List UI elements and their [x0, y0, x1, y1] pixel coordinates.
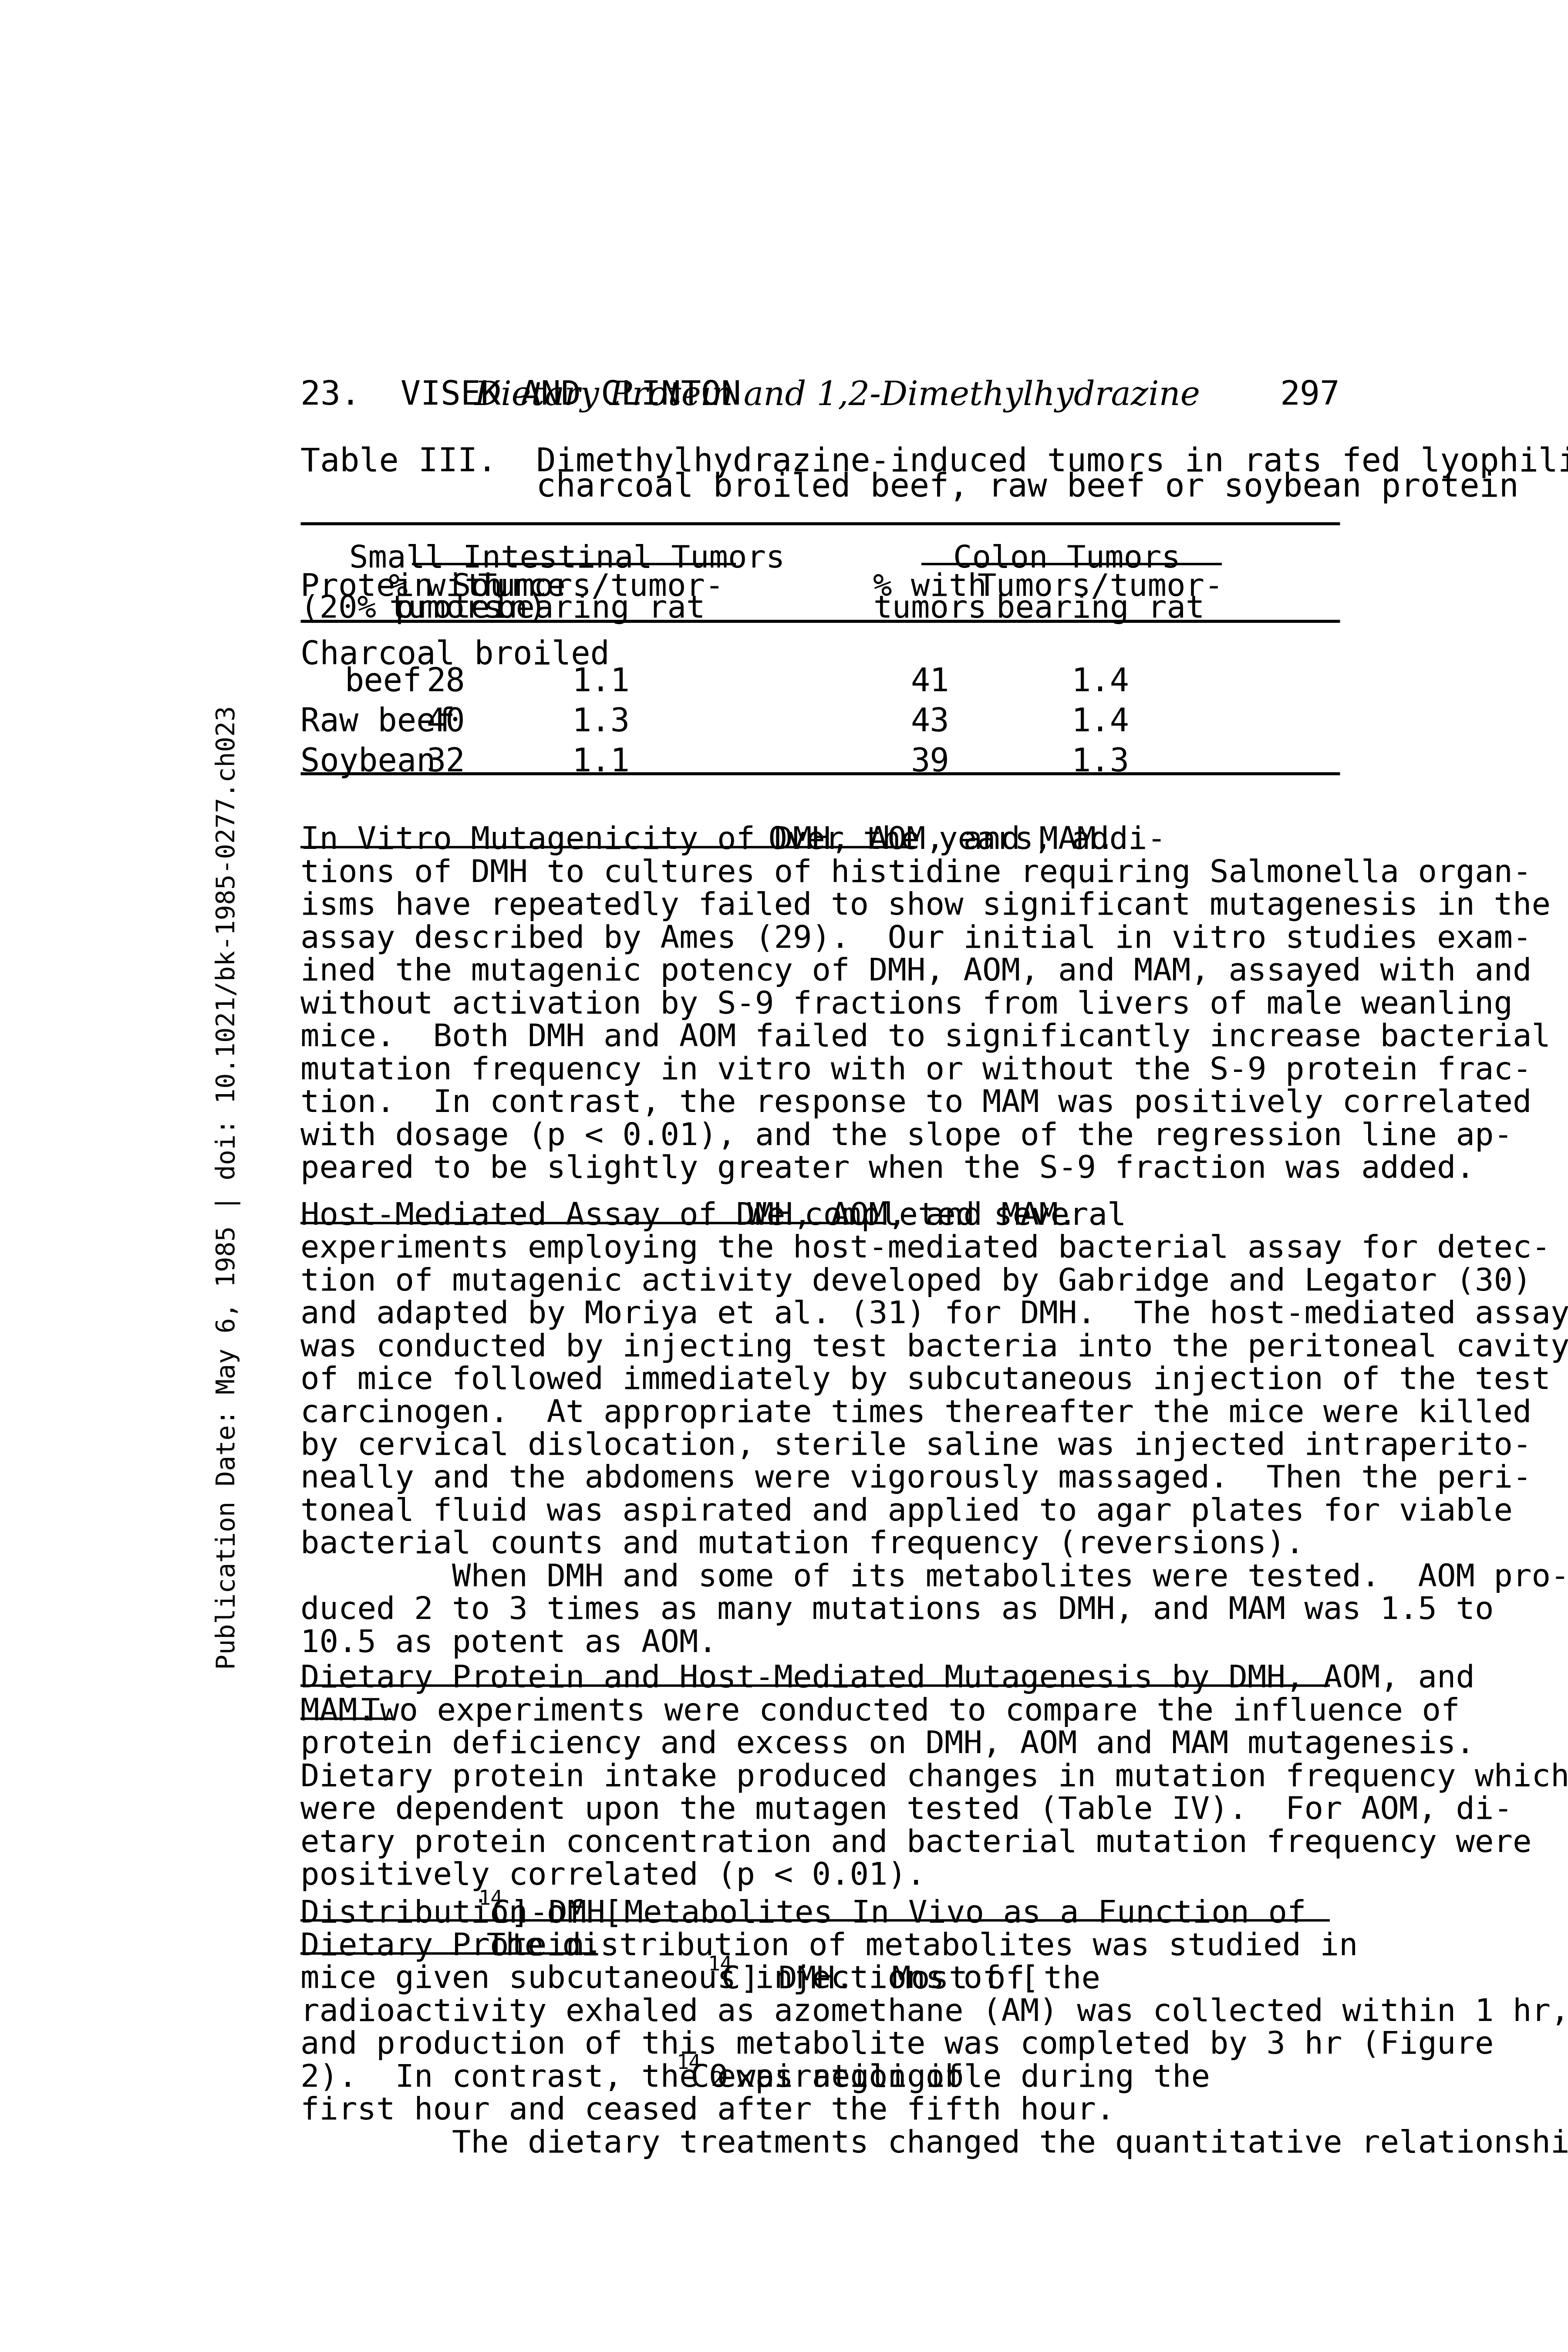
- Text: bearing rat: bearing rat: [497, 595, 706, 623]
- Text: Charcoal broiled: Charcoal broiled: [301, 640, 610, 670]
- Text: bacterial counts and mutation frequency (reversions).: bacterial counts and mutation frequency …: [301, 1529, 1305, 1559]
- Text: Host-Mediated Assay of DMH, AOM, and MAM.: Host-Mediated Assay of DMH, AOM, and MAM…: [301, 1202, 1077, 1230]
- Text: without activation by S-9 fractions from livers of male weanling: without activation by S-9 fractions from…: [301, 990, 1513, 1021]
- Text: tion.  In contrast, the response to MAM was positively correlated: tion. In contrast, the response to MAM w…: [301, 1089, 1532, 1120]
- Text: carcinogen.  At appropriate times thereafter the mice were killed: carcinogen. At appropriate times thereaf…: [301, 1399, 1532, 1428]
- Text: 1.3: 1.3: [1071, 746, 1129, 779]
- Text: 2).  In contrast, the expiration of: 2). In contrast, the expiration of: [301, 2063, 983, 2093]
- Text: 297: 297: [1279, 379, 1341, 412]
- Text: Small Intestinal Tumors: Small Intestinal Tumors: [350, 543, 786, 574]
- Text: etary protein concentration and bacterial mutation frequency were: etary protein concentration and bacteria…: [301, 1828, 1532, 1858]
- Text: tions of DMH to cultures of histidine requiring Salmonella organ-: tions of DMH to cultures of histidine re…: [301, 858, 1532, 889]
- Text: 41: 41: [911, 666, 949, 699]
- Text: Dietary Protein.: Dietary Protein.: [301, 1931, 604, 1962]
- Text: 23.  VISEK AND CLINTON: 23. VISEK AND CLINTON: [301, 379, 742, 412]
- Text: 39: 39: [911, 746, 949, 779]
- Text: of mice followed immediately by subcutaneous injection of the test: of mice followed immediately by subcutan…: [301, 1367, 1551, 1395]
- Text: radioactivity exhaled as azomethane (AM) was collected within 1 hr,: radioactivity exhaled as azomethane (AM)…: [301, 1997, 1568, 2027]
- Text: and production of this metabolite was completed by 3 hr (Figure: and production of this metabolite was co…: [301, 2030, 1494, 2060]
- Text: 14: 14: [676, 2053, 701, 2074]
- Text: toneal fluid was aspirated and applied to agar plates for viable: toneal fluid was aspirated and applied t…: [301, 1496, 1513, 1526]
- Text: 14: 14: [478, 1889, 503, 1910]
- Text: The dietary treatments changed the quantitative relationships: The dietary treatments changed the quant…: [301, 2129, 1568, 2159]
- Text: The distribution of metabolites was studied in: The distribution of metabolites was stud…: [467, 1931, 1358, 1962]
- Text: 32: 32: [426, 746, 466, 779]
- Text: Tumors/tumor-: Tumors/tumor-: [977, 572, 1223, 602]
- Text: tumors: tumors: [873, 595, 986, 623]
- Text: was negligible during the: was negligible during the: [718, 2063, 1210, 2093]
- Text: CO: CO: [690, 2063, 728, 2093]
- Text: neally and the abdomens were vigorously massaged.  Then the peri-: neally and the abdomens were vigorously …: [301, 1463, 1532, 1494]
- Text: positively correlated (p < 0.01).: positively correlated (p < 0.01).: [301, 1860, 925, 1891]
- Text: isms have repeatedly failed to show significant mutagenesis in the: isms have repeatedly failed to show sign…: [301, 891, 1551, 922]
- Text: Dietary Protein and 1,2-Dimethylhydrazine: Dietary Protein and 1,2-Dimethylhydrazin…: [474, 379, 1200, 412]
- Text: C] DMH.  Most of the: C] DMH. Most of the: [721, 1964, 1101, 1994]
- Text: assay described by Ames (29).  Our initial in vitro studies exam-: assay described by Ames (29). Our initia…: [301, 924, 1532, 955]
- Text: 14: 14: [707, 1955, 732, 1976]
- Text: When DMH and some of its metabolites were tested.  AOM pro-: When DMH and some of its metabolites wer…: [301, 1562, 1568, 1592]
- Text: experiments employing the host-mediated bacterial assay for detec-: experiments employing the host-mediated …: [301, 1235, 1551, 1263]
- Text: ined the mutagenic potency of DMH, AOM, and MAM, assayed with and: ined the mutagenic potency of DMH, AOM, …: [301, 957, 1532, 988]
- Text: 1.1: 1.1: [572, 746, 630, 779]
- Text: Colon Tumors: Colon Tumors: [953, 543, 1181, 574]
- Text: mutation frequency in vitro with or without the S-9 protein frac-: mutation frequency in vitro with or with…: [301, 1056, 1532, 1087]
- Text: 1.3: 1.3: [572, 706, 630, 739]
- Text: Dietary Protein and Host-Mediated Mutagenesis by DMH, AOM, and: Dietary Protein and Host-Mediated Mutage…: [301, 1663, 1475, 1693]
- Text: Tumors/tumor-: Tumors/tumor-: [478, 572, 724, 602]
- Text: We completed several: We completed several: [729, 1202, 1126, 1230]
- Text: Over the years, addi-: Over the years, addi-: [750, 826, 1167, 856]
- Text: Raw beef: Raw beef: [301, 706, 455, 739]
- Text: Protein Source: Protein Source: [301, 572, 566, 602]
- Text: protein deficiency and excess on DMH, AOM and MAM mutagenesis.: protein deficiency and excess on DMH, AO…: [301, 1729, 1475, 1759]
- Text: MAM.: MAM.: [301, 1696, 376, 1726]
- Text: Soybean: Soybean: [301, 746, 436, 779]
- Text: % with: % with: [873, 572, 986, 602]
- Text: Dietary protein intake produced changes in mutation frequency which: Dietary protein intake produced changes …: [301, 1762, 1568, 1792]
- Text: (20% protein): (20% protein): [301, 595, 547, 623]
- Text: Publication Date: May 6, 1985 | doi: 10.1021/bk-1985-0277.ch023: Publication Date: May 6, 1985 | doi: 10.…: [215, 706, 241, 1670]
- Text: 1.1: 1.1: [572, 666, 630, 699]
- Text: peared to be slightly greater when the S-9 fraction was added.: peared to be slightly greater when the S…: [301, 1155, 1475, 1185]
- Text: charcoal broiled beef, raw beef or soybean protein: charcoal broiled beef, raw beef or soybe…: [301, 473, 1519, 503]
- Text: Table III.  Dimethylhydrazine-induced tumors in rats fed lyophilized: Table III. Dimethylhydrazine-induced tum…: [301, 447, 1568, 477]
- Text: by cervical dislocation, sterile saline was injected intraperito-: by cervical dislocation, sterile saline …: [301, 1432, 1532, 1461]
- Text: tumors: tumors: [389, 595, 503, 623]
- Text: beef: beef: [345, 666, 422, 699]
- Text: 2: 2: [710, 2070, 723, 2091]
- Text: tion of mutagenic activity developed by Gabridge and Legator (30): tion of mutagenic activity developed by …: [301, 1268, 1532, 1296]
- Text: mice given subcutaneous injections of [: mice given subcutaneous injections of [: [301, 1964, 1040, 1994]
- Text: In Vitro Mutagenicity of DMH, AOM, and MAM.: In Vitro Mutagenicity of DMH, AOM, and M…: [301, 826, 1115, 856]
- Text: with dosage (p < 0.01), and the slope of the regression line ap-: with dosage (p < 0.01), and the slope of…: [301, 1122, 1513, 1152]
- Text: 1.4: 1.4: [1071, 666, 1129, 699]
- Text: 28: 28: [426, 666, 466, 699]
- Text: 43: 43: [911, 706, 949, 739]
- Text: % with: % with: [389, 572, 503, 602]
- Text: first hour and ceased after the fifth hour.: first hour and ceased after the fifth ho…: [301, 2096, 1115, 2126]
- Text: 40: 40: [426, 706, 466, 739]
- Text: Distribution of [: Distribution of [: [301, 1898, 622, 1929]
- Text: were dependent upon the mutagen tested (Table IV).  For AOM, di-: were dependent upon the mutagen tested (…: [301, 1795, 1513, 1825]
- Text: was conducted by injecting test bacteria into the peritoneal cavity: was conducted by injecting test bacteria…: [301, 1334, 1568, 1362]
- Text: 1.4: 1.4: [1071, 706, 1129, 739]
- Text: 10.5 as potent as AOM.: 10.5 as potent as AOM.: [301, 1628, 717, 1658]
- Text: duced 2 to 3 times as many mutations as DMH, and MAM was 1.5 to: duced 2 to 3 times as many mutations as …: [301, 1595, 1494, 1625]
- Text: and adapted by Moriya et al. (31) for DMH.  The host-mediated assay: and adapted by Moriya et al. (31) for DM…: [301, 1301, 1568, 1329]
- Text: mice.  Both DMH and AOM failed to significantly increase bacterial: mice. Both DMH and AOM failed to signifi…: [301, 1023, 1551, 1054]
- Text: C]-DMH Metabolites In Vivo as a Function of: C]-DMH Metabolites In Vivo as a Function…: [492, 1898, 1306, 1929]
- Text: Two experiments were conducted to compare the influence of: Two experiments were conducted to compar…: [342, 1696, 1460, 1726]
- Text: bearing rat: bearing rat: [996, 595, 1204, 623]
